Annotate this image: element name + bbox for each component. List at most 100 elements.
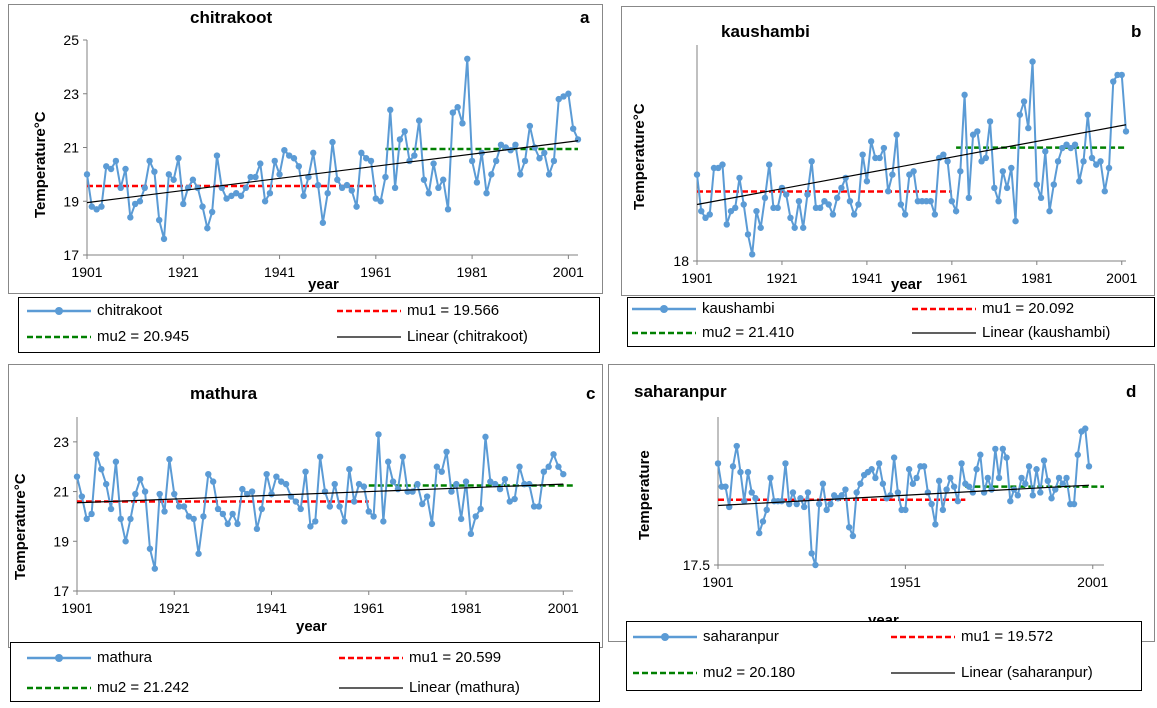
- data-point: [338, 184, 346, 192]
- legend-swatch-series-icon: [27, 653, 91, 662]
- data-point: [411, 152, 418, 159]
- data-point: [991, 184, 998, 192]
- legend-label: chitrakoot: [97, 302, 163, 319]
- data-point: [535, 503, 543, 510]
- data-point: [948, 197, 956, 205]
- data-point: [297, 505, 304, 513]
- data-point: [448, 488, 455, 495]
- data-point: [733, 442, 740, 450]
- data-point: [958, 460, 965, 467]
- data-point: [324, 189, 331, 197]
- x-tick-label: 1981: [1021, 270, 1052, 286]
- data-point: [935, 477, 943, 485]
- data-point: [732, 204, 739, 212]
- legend-item: mu2 = 21.242: [25, 679, 189, 696]
- data-point: [334, 176, 341, 183]
- trend-line: [76, 483, 564, 504]
- data-point: [375, 431, 382, 438]
- data-point: [219, 510, 227, 518]
- data-point: [1082, 425, 1089, 432]
- data-point: [1003, 184, 1011, 192]
- data-point: [506, 498, 513, 505]
- data-point: [988, 486, 995, 493]
- x-tick-label: 1921: [159, 600, 190, 616]
- data-point: [382, 173, 389, 181]
- data-point: [965, 194, 973, 202]
- legend-item: Linear (kaushambi): [910, 324, 1110, 341]
- data-point: [190, 515, 197, 523]
- data-point: [560, 470, 567, 478]
- data-point: [428, 520, 436, 528]
- data-point: [744, 468, 752, 476]
- data-point: [748, 489, 755, 496]
- data-point: [876, 154, 883, 162]
- legend-label: mu2 = 21.242: [97, 679, 190, 696]
- legend-swatch-trend-icon: [912, 331, 976, 334]
- data-point: [812, 561, 819, 569]
- data-point: [954, 497, 962, 505]
- legend-swatch-mu2-icon: [633, 671, 697, 674]
- data-point: [295, 163, 303, 170]
- data-point: [372, 195, 380, 202]
- data-point: [740, 201, 747, 208]
- data-point: [348, 187, 355, 194]
- data-point: [276, 171, 283, 178]
- legend-item: mu2 = 20.180: [631, 664, 795, 681]
- data-point: [200, 513, 207, 520]
- data-point: [170, 176, 177, 183]
- x-tick-label: 1981: [457, 264, 488, 280]
- data-point: [555, 95, 562, 103]
- x-tick-label: 1921: [766, 270, 797, 286]
- legend-label: Linear (saharanpur): [961, 664, 1093, 681]
- data-point: [122, 538, 129, 545]
- data-point: [565, 90, 572, 97]
- data-point: [433, 463, 441, 470]
- data-point: [467, 530, 475, 538]
- legend-item: mu1 = 19.572: [889, 628, 1053, 645]
- data-point: [501, 475, 509, 483]
- data-point: [406, 157, 413, 165]
- x-tick-label: 1901: [702, 574, 733, 590]
- data-point: [248, 488, 256, 495]
- data-point: [117, 515, 124, 523]
- data-point: [83, 171, 91, 178]
- x-tick-label: 1961: [360, 264, 391, 280]
- data-point: [540, 468, 548, 475]
- data-point: [797, 495, 804, 502]
- panel-b-letter: b: [1131, 22, 1142, 41]
- data-point: [341, 518, 348, 525]
- data-point: [358, 149, 365, 157]
- y-tick-label: 19: [53, 533, 69, 549]
- data-point: [346, 466, 353, 473]
- data-point: [449, 109, 457, 116]
- data-point: [487, 478, 494, 485]
- data-point: [763, 506, 770, 514]
- panel-b-xlabel: year: [891, 276, 922, 293]
- data-point: [736, 174, 743, 182]
- data-point: [472, 513, 479, 520]
- legend-swatch-trend-icon: [891, 671, 955, 674]
- data-point: [569, 125, 577, 132]
- data-point: [867, 138, 875, 145]
- data-point: [944, 158, 951, 165]
- data-point: [112, 458, 120, 465]
- data-point: [78, 493, 86, 500]
- data-point: [336, 503, 343, 510]
- data-point: [512, 141, 519, 149]
- data-point: [1059, 480, 1066, 487]
- data-point: [350, 498, 358, 505]
- data-point: [331, 480, 338, 488]
- data-point: [965, 483, 973, 490]
- data-point: [199, 203, 206, 210]
- data-point: [237, 192, 245, 200]
- data-point: [729, 463, 737, 470]
- data-point: [488, 171, 495, 178]
- data-point: [800, 503, 808, 511]
- panel-d: saharanpur d Temperature year 17.5190119…: [606, 356, 1157, 708]
- data-point: [353, 203, 360, 210]
- data-point: [804, 489, 812, 496]
- data-point: [706, 211, 713, 218]
- data-point: [787, 214, 794, 221]
- data-point: [389, 478, 397, 485]
- data-point: [268, 490, 275, 498]
